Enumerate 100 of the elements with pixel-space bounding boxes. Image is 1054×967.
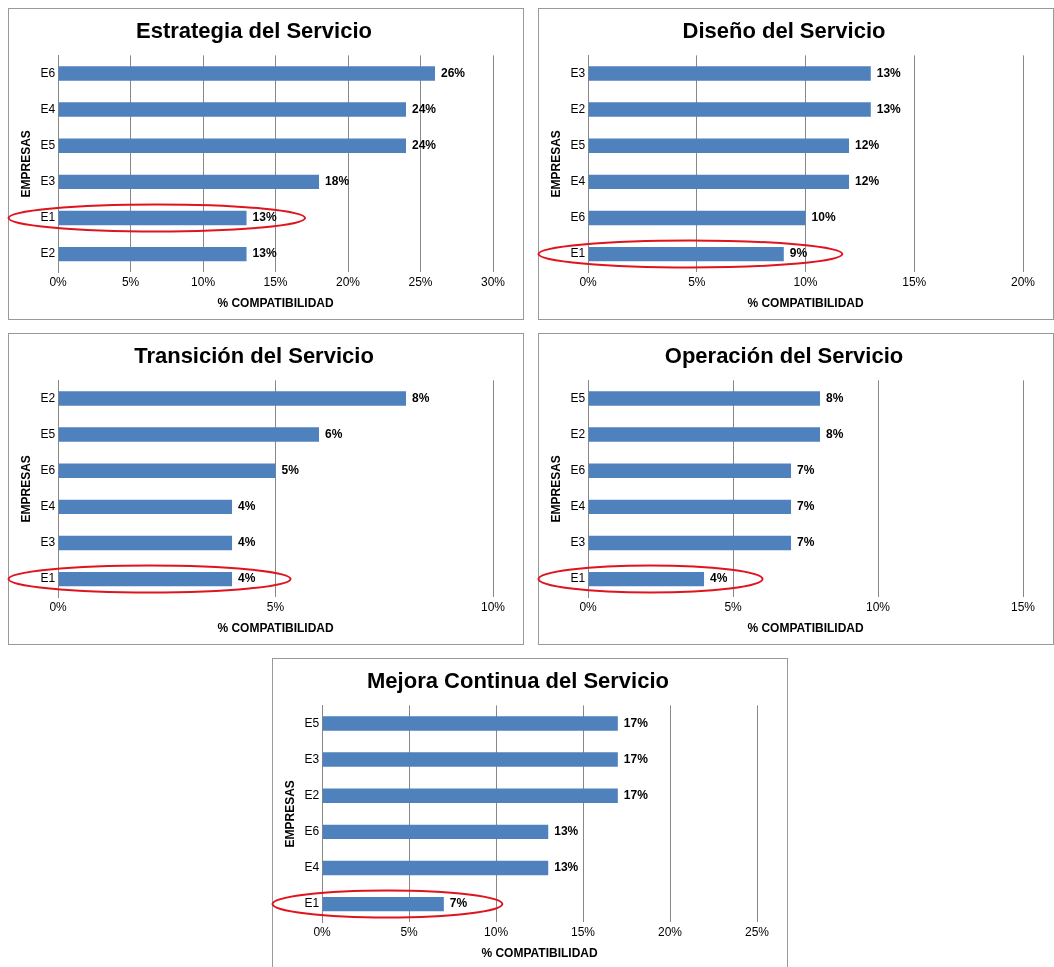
chart-title: Operación del Servicio: [664, 343, 904, 369]
x-tick-label: 20%: [658, 924, 683, 939]
bar: [588, 463, 792, 478]
y-tick-label: E5: [570, 390, 586, 405]
x-tick-label: 0%: [579, 274, 598, 289]
y-tick-label: E3: [304, 751, 320, 766]
data-label: 7%: [797, 463, 815, 478]
x-tick-label: 15%: [571, 924, 596, 939]
bar: [58, 102, 407, 117]
bar: [58, 427, 320, 442]
y-tick-label: E1: [570, 246, 586, 261]
data-label: 8%: [826, 426, 844, 441]
x-tick-label: 5%: [688, 274, 706, 289]
y-tick-label: E2: [570, 426, 586, 441]
bar: [322, 824, 549, 840]
bar: [58, 391, 407, 406]
data-label: 4%: [238, 571, 256, 586]
y-tick-label: E2: [40, 246, 56, 261]
bar: [58, 535, 233, 551]
data-label: 12%: [855, 174, 880, 189]
y-tick-label: E3: [570, 535, 586, 550]
y-tick-label: E6: [40, 65, 56, 80]
data-label: 10%: [811, 210, 836, 225]
x-tick-label: 0%: [49, 274, 68, 289]
y-tick-label: E3: [40, 174, 56, 189]
x-tick-label: 10%: [191, 274, 216, 289]
data-label: 9%: [789, 246, 808, 261]
x-tick-label: 20%: [1010, 274, 1036, 289]
y-tick-label: E2: [40, 390, 56, 405]
y-tick-label: E6: [570, 210, 586, 225]
x-tick-label: 0%: [579, 599, 598, 614]
data-label: 4%: [710, 571, 728, 586]
x-tick-label: 5%: [400, 924, 419, 939]
x-tick-label: 10%: [480, 599, 506, 614]
bar: [588, 66, 871, 81]
y-tick-label: E5: [40, 426, 56, 441]
data-label: 13%: [252, 246, 277, 261]
bar: [588, 499, 792, 515]
y-tick-label: E6: [304, 824, 320, 839]
bar: [58, 571, 233, 587]
y-tick-label: E6: [40, 463, 56, 478]
bar: [58, 138, 407, 153]
x-tick-label: 10%: [793, 274, 818, 289]
data-label: 4%: [238, 499, 256, 514]
y-tick-label: E5: [570, 138, 586, 153]
y-tick-label: E5: [304, 715, 320, 730]
x-tick-label: 5%: [121, 274, 140, 289]
data-label: 12%: [855, 138, 880, 153]
y-tick-label: E2: [304, 788, 320, 803]
data-label: 7%: [797, 499, 815, 514]
y-tick-label: E5: [40, 138, 56, 153]
data-label: 8%: [412, 390, 430, 405]
bar: [58, 246, 247, 262]
x-tick-label: 15%: [263, 274, 288, 289]
x-axis-title: % COMPATIBILIDAD: [481, 946, 598, 961]
data-label: 5%: [281, 463, 300, 478]
data-label: 13%: [876, 65, 902, 80]
chart-title: Transición del Servicio: [134, 343, 374, 369]
bar: [588, 571, 705, 587]
bar: [322, 716, 618, 731]
x-tick-label: 0%: [49, 599, 68, 614]
bar: [588, 102, 871, 117]
data-label: 7%: [797, 535, 815, 550]
x-tick-label: 20%: [336, 274, 361, 289]
y-tick-label: E4: [570, 174, 586, 189]
bar: [588, 138, 850, 153]
data-label: 13%: [554, 860, 579, 875]
y-tick-label: E4: [570, 499, 586, 514]
x-tick-label: 15%: [902, 274, 927, 289]
y-tick-label: E4: [40, 101, 56, 116]
bar: [588, 174, 850, 190]
data-label: 17%: [623, 788, 649, 803]
bar: [588, 246, 784, 262]
chart-title: Estrategia del Servicio: [136, 18, 372, 44]
y-axis-title: EMPRESAS: [282, 780, 297, 848]
y-tick-label: E6: [570, 463, 586, 478]
y-axis-title: EMPRESAS: [18, 455, 33, 523]
data-label: 13%: [554, 824, 579, 839]
bar: [322, 860, 549, 876]
bar: [322, 788, 618, 803]
x-tick-label: 15%: [1010, 599, 1036, 614]
x-axis-title: % COMPATIBILIDAD: [747, 621, 864, 636]
y-tick-label: E1: [304, 896, 320, 911]
y-tick-label: E1: [570, 571, 586, 586]
data-label: 17%: [623, 715, 649, 730]
x-tick-label: 10%: [484, 924, 509, 939]
data-label: 13%: [252, 210, 277, 225]
x-tick-label: 5%: [724, 599, 743, 614]
bar: [58, 463, 276, 478]
data-label: 4%: [238, 535, 256, 550]
bar: [58, 66, 436, 81]
y-tick-label: E2: [570, 101, 586, 116]
bar: [58, 210, 247, 226]
y-axis-title: EMPRESAS: [548, 455, 563, 523]
y-tick-label: E1: [40, 571, 56, 586]
x-axis-title: % COMPATIBILIDAD: [217, 621, 334, 636]
bar: [322, 896, 444, 912]
x-axis-title: % COMPATIBILIDAD: [747, 296, 864, 311]
chart-title: Mejora Continua del Servicio: [367, 668, 669, 694]
x-tick-label: 30%: [480, 274, 506, 289]
